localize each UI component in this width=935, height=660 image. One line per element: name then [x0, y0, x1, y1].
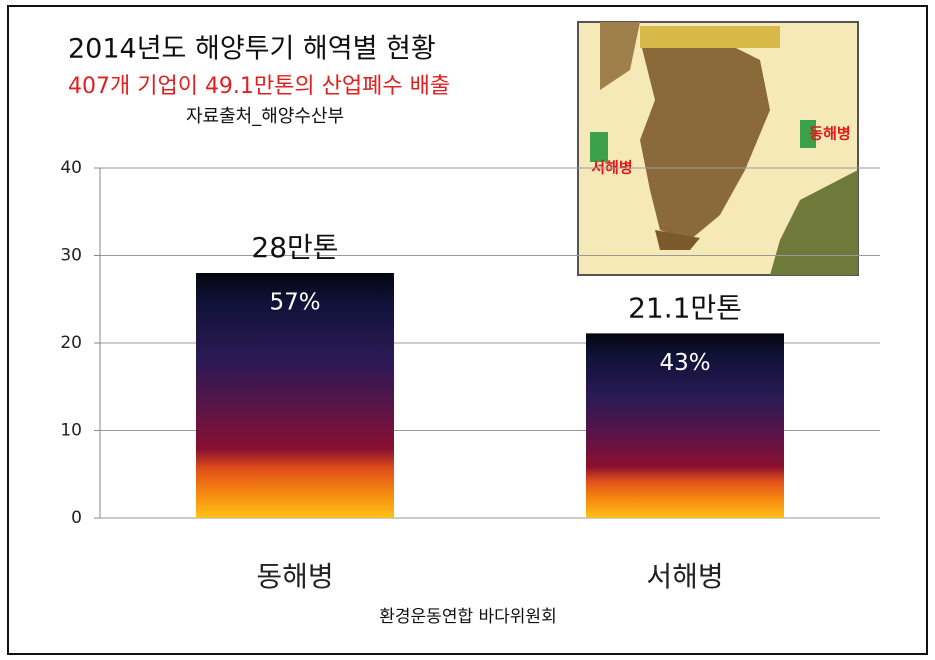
y-tick-label: 10 [60, 421, 82, 441]
map-inset: 서해병 동해병 [578, 22, 858, 275]
value-label: 28만톤 [251, 231, 338, 264]
x-tick-label: 동해병 [256, 560, 333, 593]
x-axis-title: 환경운동연합 바다위원회 [379, 607, 556, 627]
source-note: 자료출처_해양수산부 [186, 106, 344, 127]
chart-subtitle: 407개 기업이 49.1만톤의 산업폐수 배출 [68, 74, 450, 99]
map-legend-box [640, 26, 780, 48]
y-tick-label: 0 [71, 508, 82, 528]
value-label: 21.1만톤 [628, 291, 742, 324]
share-label: 43% [659, 350, 710, 376]
x-tick-label: 서해병 [646, 560, 723, 593]
map-label: 동해병 [809, 125, 850, 143]
y-tick-label: 20 [60, 333, 82, 353]
y-tick-label: 30 [60, 246, 82, 266]
y-tick-label: 40 [60, 158, 82, 178]
share-label: 57% [269, 290, 320, 316]
dumping-zone [590, 132, 608, 162]
chart-title: 2014년도 해양투기 해역별 현황 [68, 34, 436, 65]
page: {"chart_data": { "type": "bar", "title":… [0, 0, 935, 660]
chart: 서해병 동해병 2014년도 해양투기 해역별 현황 407개 기업이 49.1… [0, 0, 935, 660]
